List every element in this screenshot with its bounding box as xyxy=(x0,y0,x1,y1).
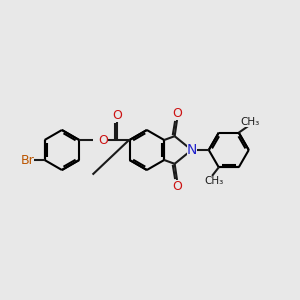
Text: CH₃: CH₃ xyxy=(241,117,260,127)
Text: O: O xyxy=(172,107,182,120)
Text: CH₃: CH₃ xyxy=(204,176,224,186)
Text: O: O xyxy=(112,109,122,122)
Text: Br: Br xyxy=(21,154,34,166)
Text: O: O xyxy=(98,134,108,146)
Text: O: O xyxy=(172,180,182,193)
Text: N: N xyxy=(187,143,197,157)
